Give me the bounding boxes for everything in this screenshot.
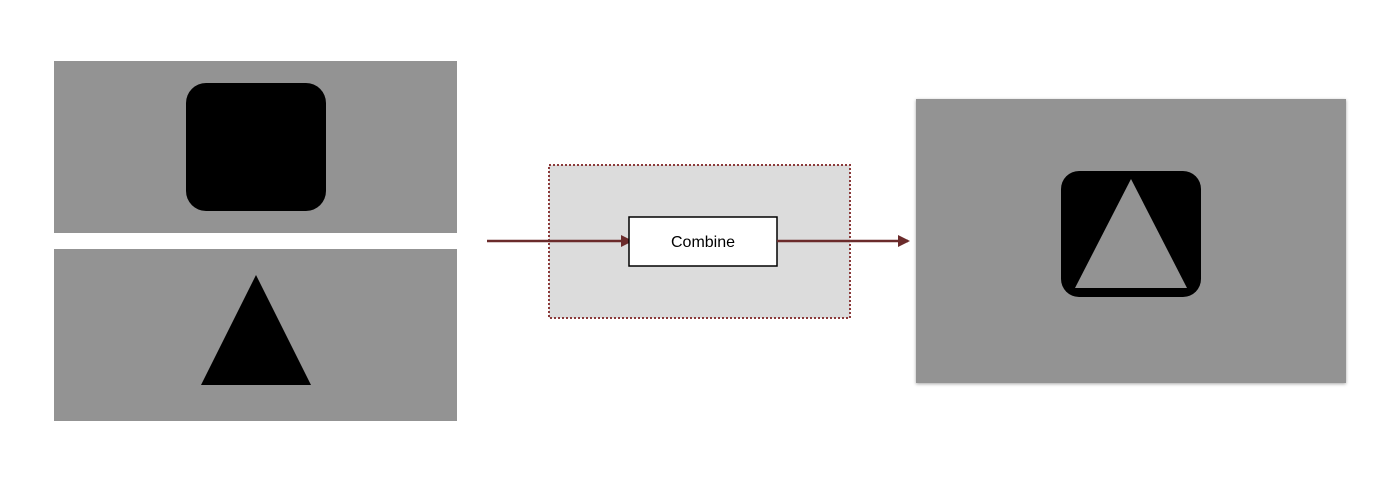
input-square-panel (54, 61, 457, 233)
input-triangle-panel (54, 249, 457, 421)
rounded-square-shape (186, 83, 326, 211)
combine-label: Combine (671, 234, 735, 251)
combine-node: Combine (628, 216, 778, 267)
triangle-shape (201, 275, 311, 385)
combine-box (628, 216, 778, 267)
combined-shape (1061, 171, 1201, 297)
output-panel (916, 99, 1346, 383)
